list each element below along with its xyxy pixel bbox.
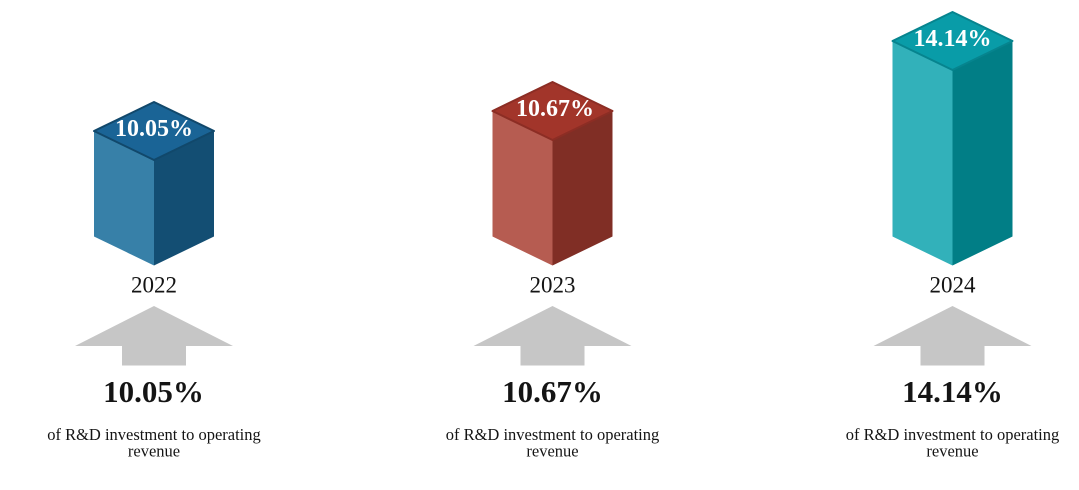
svg-text:14.14%: 14.14%	[914, 26, 992, 52]
svg-text:2022: 2022	[131, 273, 177, 298]
svg-text:2024: 2024	[930, 273, 977, 298]
svg-text:10.05%: 10.05%	[103, 374, 204, 409]
svg-text:revenue: revenue	[128, 442, 180, 461]
svg-text:10.05%: 10.05%	[115, 116, 193, 142]
svg-text:14.14%: 14.14%	[902, 374, 1003, 409]
svg-text:revenue: revenue	[926, 442, 978, 461]
svg-text:of R&D investment to operating: of R&D investment to operating	[446, 425, 660, 444]
svg-text:2023: 2023	[530, 273, 576, 298]
svg-text:of R&D investment to operating: of R&D investment to operating	[846, 425, 1060, 444]
svg-text:10.67%: 10.67%	[502, 374, 603, 409]
svg-text:revenue: revenue	[526, 442, 578, 461]
svg-text:10.67%: 10.67%	[516, 96, 594, 122]
svg-text:of R&D investment to operating: of R&D investment to operating	[47, 425, 261, 444]
